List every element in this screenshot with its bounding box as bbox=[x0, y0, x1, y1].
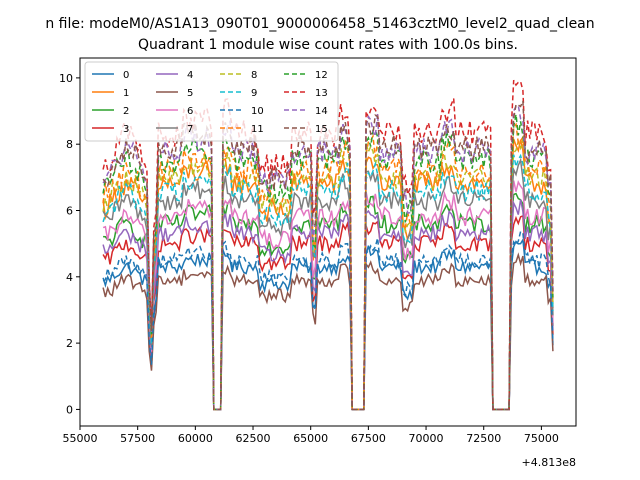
series-line-7 bbox=[102, 157, 554, 411]
legend-label-13: 13 bbox=[315, 88, 328, 99]
legend-label-8: 8 bbox=[251, 70, 257, 81]
axes-frame bbox=[79, 57, 577, 427]
legend-label-6: 6 bbox=[187, 106, 193, 117]
series-layer bbox=[102, 79, 554, 411]
x-axis-ticks: 55000 57500 60000 62500 65000 67500 70000 72500… bbox=[63, 426, 559, 445]
series-line-0 bbox=[102, 237, 554, 411]
legend-label-3: 3 bbox=[123, 124, 129, 135]
legend-label-1: 1 bbox=[123, 88, 129, 99]
series-line-3 bbox=[102, 214, 554, 411]
legend-label-4: 4 bbox=[187, 70, 193, 81]
legend-label-11: 11 bbox=[251, 124, 264, 135]
x-tick-label: 62500 bbox=[236, 432, 271, 445]
y-tick-label: 10 bbox=[59, 72, 73, 85]
x-tick-label: 55000 bbox=[63, 432, 98, 445]
series-line-5 bbox=[102, 252, 554, 411]
y-tick-label: 0 bbox=[66, 403, 73, 416]
legend-label-0: 0 bbox=[123, 70, 129, 81]
x-tick-label: 60000 bbox=[178, 432, 213, 445]
series-line-10 bbox=[102, 230, 554, 411]
y-tick-label: 6 bbox=[66, 205, 73, 218]
y-tick-label: 2 bbox=[66, 337, 73, 350]
x-tick-label: 65000 bbox=[293, 432, 328, 445]
legend-box bbox=[84, 61, 339, 142]
x-tick-label: 72500 bbox=[466, 432, 501, 445]
plot-area bbox=[79, 57, 577, 427]
x-tick-label: 70000 bbox=[409, 432, 444, 445]
legend-label-2: 2 bbox=[123, 106, 129, 117]
series-line-12 bbox=[102, 114, 554, 411]
series-line-4 bbox=[102, 199, 554, 411]
x-tick-label: 57500 bbox=[120, 432, 155, 445]
series-line-15 bbox=[102, 100, 554, 411]
legend-label-7: 7 bbox=[187, 124, 193, 135]
y-axis-ticks: 0 2 4 6 8 10 bbox=[59, 72, 80, 416]
legend-label-10: 10 bbox=[251, 106, 264, 117]
legend-label-5: 5 bbox=[187, 88, 193, 99]
series-line-9 bbox=[102, 153, 554, 411]
legend-label-14: 14 bbox=[315, 106, 328, 117]
figure-suptitle: n file: modeM0/AS1A13_090T01_9000006458_… bbox=[45, 16, 594, 32]
legend-label-15: 15 bbox=[315, 124, 328, 135]
series-line-2 bbox=[103, 192, 554, 411]
y-tick-label: 8 bbox=[66, 138, 73, 151]
x-axis-offset-label: +4.813e8 bbox=[522, 456, 576, 469]
series-line-6 bbox=[102, 180, 554, 411]
y-tick-label: 4 bbox=[66, 271, 73, 284]
legend-label-12: 12 bbox=[315, 70, 328, 81]
legend-label-9: 9 bbox=[251, 88, 257, 99]
x-tick-label: 75000 bbox=[524, 432, 559, 445]
series-line-1 bbox=[102, 138, 554, 411]
x-tick-label: 67500 bbox=[351, 432, 386, 445]
chart-title: Quadrant 1 module wise count rates with … bbox=[138, 37, 518, 53]
